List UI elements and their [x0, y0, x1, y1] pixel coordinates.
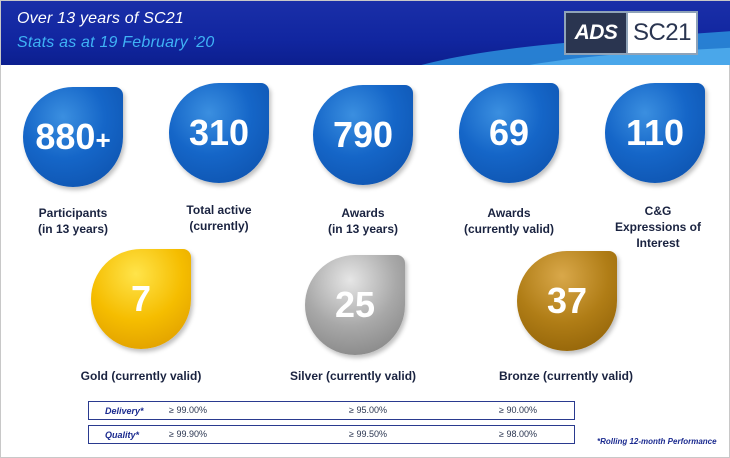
performance-gold-value: ≥ 99.90%: [169, 429, 207, 439]
logo-sc21: SC21: [632, 19, 692, 46]
stat-awards-valid-value: 69: [488, 112, 530, 153]
gold-award-drop: 7: [91, 249, 191, 349]
stat-awards-valid-label: Awards (currently valid): [463, 206, 555, 236]
gold-award-value: 7: [130, 278, 152, 319]
bronze-award-drop: 37: [517, 251, 617, 351]
stat-cg-interest-value: 110: [625, 112, 685, 153]
performance-row-delivery: Delivery* ≥ 99.00% ≥ 95.00% ≥ 90.00%: [88, 401, 575, 420]
stat-total-active-drop: 310: [169, 83, 269, 183]
performance-silver-value: ≥ 99.50%: [349, 429, 387, 439]
silver-award-label: Silver (currently valid): [289, 369, 417, 383]
slide-subtitle: Stats as at 19 February ‘20: [17, 34, 215, 51]
performance-row-quality: Quality* ≥ 99.90% ≥ 99.50% ≥ 98.00%: [88, 425, 575, 444]
performance-row-label: Quality*: [105, 429, 140, 440]
gold-award-label: Gold (currently valid): [80, 369, 202, 383]
stat-cg-interest-label: C&G Expressions of Interest: [614, 204, 702, 250]
stat-total-active-label: Total active (currently): [186, 203, 252, 233]
logo-ads: ADS: [566, 13, 628, 53]
performance-row-label: Delivery*: [105, 405, 144, 416]
stat-total-active-value: 310: [188, 112, 250, 153]
stat-awards-valid-drop: 69: [459, 83, 559, 183]
stat-participants-drop: 880+: [23, 87, 123, 187]
header-banner: Over 13 years of SC21 Stats as at 19 Feb…: [1, 1, 730, 65]
performance-bronze-value: ≥ 90.00%: [499, 405, 537, 415]
bronze-award-value: 37: [546, 280, 588, 321]
performance-silver-value: ≥ 95.00%: [349, 405, 387, 415]
silver-award-drop: 25: [305, 255, 405, 355]
stat-participants-value: 880+: [35, 116, 111, 157]
stat-awards-total-drop: 790: [313, 85, 413, 185]
performance-bronze-value: ≥ 98.00%: [499, 429, 537, 439]
performance-footnote: *Rolling 12-month Performance: [597, 437, 717, 446]
ads-sc21-logo: ADS SC21: [564, 11, 698, 55]
performance-gold-value: ≥ 99.00%: [169, 405, 207, 415]
bronze-award-label: Bronze (currently valid): [498, 369, 634, 383]
silver-award-value: 25: [334, 284, 376, 325]
stat-participants-label: Participants (in 13 years): [37, 206, 109, 236]
stat-cg-interest-drop: 110: [605, 83, 705, 183]
stat-awards-total-label: Awards (in 13 years): [327, 206, 399, 236]
slide-title: Over 13 years of SC21: [17, 10, 184, 27]
stat-awards-total-value: 790: [332, 114, 394, 155]
